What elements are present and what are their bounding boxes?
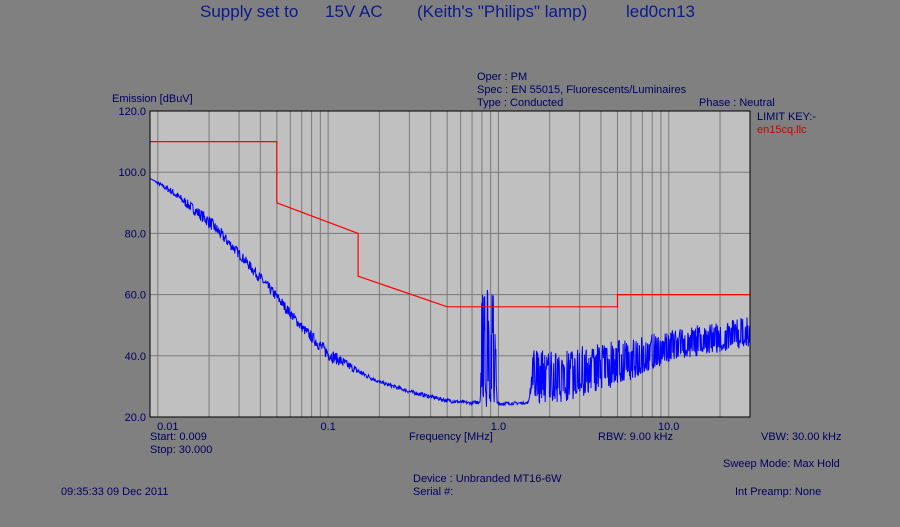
rbw-label: RBW: 9.00 kHz — [598, 431, 673, 443]
sweep-mode-label: Sweep Mode: Max Hold — [723, 458, 840, 470]
x-axis-label: Frequency [MHz] — [409, 431, 493, 443]
type-label: Type : Conducted — [477, 97, 564, 109]
y-axis-label: Emission [dBuV] — [112, 93, 193, 105]
timestamp-label: 09:35:33 09 Dec 2011 — [61, 486, 169, 498]
y-tick-label: 100.0 — [118, 167, 146, 179]
y-tick-label: 40.0 — [125, 351, 146, 363]
y-tick-label: 80.0 — [125, 228, 146, 240]
y-tick-label: 60.0 — [125, 290, 146, 302]
title-description: (Keith's "Philips" lamp) — [417, 2, 588, 21]
title-prefix: Supply set to — [200, 2, 299, 21]
phase-label: Phase : Neutral — [699, 97, 775, 109]
x-tick-labels: 0.01 0.1 1.0 10.0 — [157, 421, 679, 433]
title-test-id: led0cn13 — [626, 2, 696, 21]
x-tick-label: 10.0 — [658, 421, 679, 433]
x-tick-label: 0.01 — [157, 421, 178, 433]
start-label: Start: 0.009 — [150, 431, 207, 443]
y-tick-label: 20.0 — [125, 412, 146, 424]
x-tick-label: 0.1 — [320, 421, 335, 433]
limit-line — [150, 141, 750, 308]
limit-key-file: en15cq.llc — [757, 124, 807, 136]
emission-trace — [149, 177, 751, 407]
x-tick-label: 1.0 — [491, 421, 506, 433]
plot-border — [149, 110, 751, 418]
y-tick-label: 120.0 — [118, 106, 146, 118]
title-voltage: 15V AC — [325, 2, 383, 21]
int-preamp-label: Int Preamp: None — [735, 486, 822, 498]
plot-area — [150, 111, 750, 417]
y-tick-labels: 120.0 100.0 80.0 60.0 40.0 20.0 — [118, 106, 146, 424]
limit-key-label: LIMIT KEY:- — [757, 111, 817, 123]
spec-label: Spec : EN 55015, Fluorescents/Luminaires — [477, 84, 687, 96]
device-label: Device : Unbranded MT16-6W — [413, 473, 562, 485]
oper-label: Oper : PM — [477, 71, 528, 83]
serial-label: Serial #: — [413, 486, 454, 498]
stop-label: Stop: 30.000 — [150, 444, 213, 456]
vbw-label: VBW: 30.00 kHz — [761, 431, 842, 443]
